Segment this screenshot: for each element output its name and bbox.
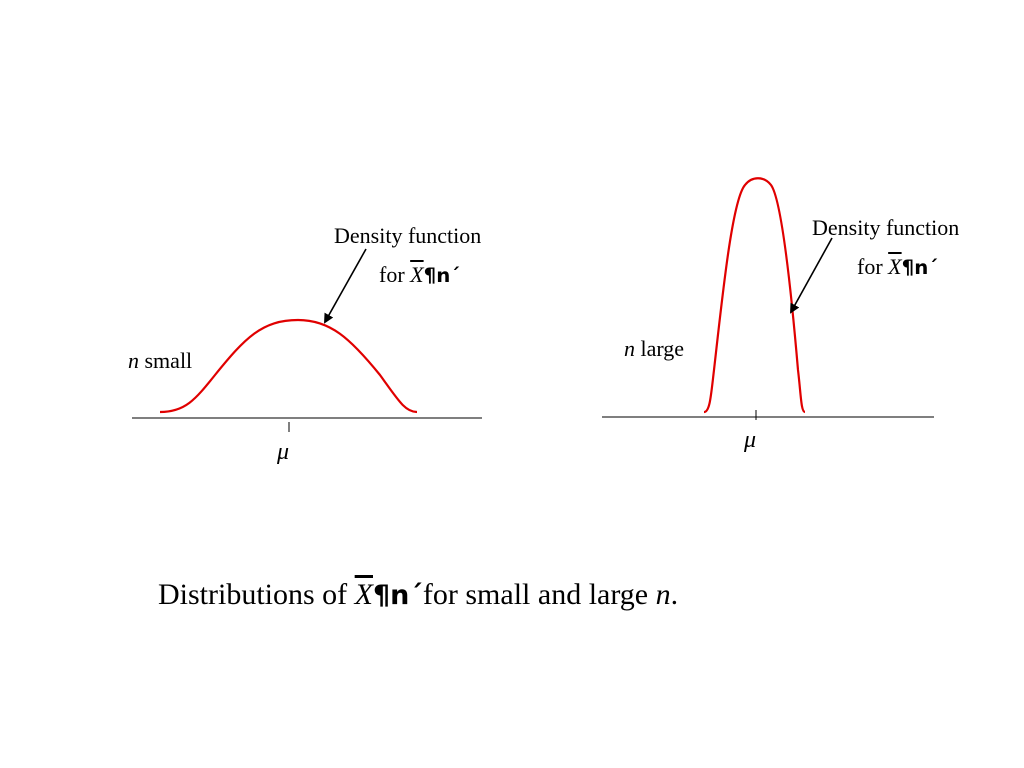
caption-n-variable: n: [655, 578, 671, 611]
caption-suffix: .: [670, 578, 679, 611]
right-n-variable: n: [624, 336, 635, 361]
right-annotation-garbled-glyphs: ¶n´: [901, 256, 939, 279]
caption-xbar-symbol: X: [354, 578, 373, 611]
left-annotation-line1: Density function: [334, 223, 482, 248]
right-annotation-title: Density function: [812, 217, 959, 239]
left-annotation-title: Density function: [334, 225, 481, 247]
figure-caption: Distributions of X¶n´for small and large…: [158, 580, 678, 610]
right-annotation-for-line: for X¶n´: [857, 256, 938, 278]
left-annotation-xbar-symbol: X: [410, 262, 424, 287]
left-annotation-arrow: [324, 248, 367, 324]
caption-prefix: Distributions of: [158, 578, 355, 611]
right-density-curve: [703, 177, 806, 414]
caption-garbled-glyphs: ¶n´: [373, 580, 423, 611]
left-annotation-garbled-glyphs: ¶n´: [423, 264, 461, 287]
right-annotation-arrow: [790, 237, 833, 314]
left-n-label: n small: [128, 350, 192, 372]
right-n-label: n large: [624, 338, 684, 360]
left-density-curve: [159, 318, 418, 414]
right-annotation-xbar-symbol: X: [888, 254, 902, 279]
right-annotation-line1: Density function: [812, 215, 960, 240]
left-annotation-for: for: [379, 262, 405, 287]
right-mean-label: μ: [744, 427, 757, 453]
left-annotation-for-line: for X¶n´: [379, 264, 460, 286]
left-mean-label: μ: [277, 439, 290, 465]
caption-middle: for small and large: [422, 578, 656, 611]
right-annotation-for: for: [857, 254, 883, 279]
left-n-text: small: [144, 348, 193, 373]
right-n-text: large: [640, 336, 685, 361]
left-n-variable: n: [128, 348, 139, 373]
